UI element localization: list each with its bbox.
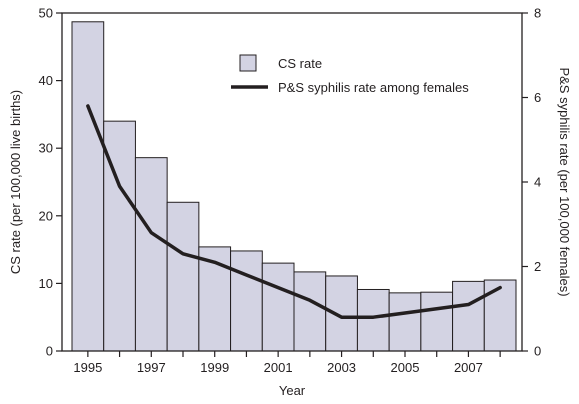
bars [71, 21, 517, 352]
right-tick-label: 2 [534, 259, 541, 274]
bar-1998 [166, 201, 200, 352]
right-tick-label: 4 [534, 175, 541, 190]
bar-2000 [230, 250, 263, 352]
left-tick-label: 0 [46, 344, 53, 359]
bar-2001 [261, 262, 295, 352]
line-series [86, 104, 502, 319]
left-tick-label: 50 [39, 6, 53, 21]
bar-2005 [388, 292, 422, 352]
x-axis-label: Year [279, 383, 306, 398]
right-tick-label: 6 [534, 90, 541, 105]
bar-2004 [356, 288, 390, 352]
bar-2007 [452, 280, 485, 352]
x-tick-label-1995: 1995 [73, 360, 102, 375]
bar-1995 [71, 21, 105, 352]
line-ps-syphilis [86, 104, 502, 319]
bar-2003 [325, 275, 358, 352]
x-tick-label-1999: 1999 [200, 360, 229, 375]
left-tick-label: 30 [39, 141, 53, 156]
y-axis-label-left: CS rate (per 100,000 live births) [8, 90, 23, 274]
x-tick-label-2001: 2001 [264, 360, 293, 375]
x-tick-label-2005: 2005 [391, 360, 420, 375]
bar-2006 [420, 291, 454, 352]
bar-2008 [483, 279, 517, 352]
legend-label-ps-rate: P&S syphilis rate among females [278, 80, 469, 95]
left-tick-label: 40 [39, 73, 53, 88]
right-tick-label: 0 [534, 344, 541, 359]
bar-1997 [134, 157, 168, 352]
right-tick-label: 8 [534, 6, 541, 21]
legend: CS rate P&S syphilis rate among females [231, 54, 469, 95]
legend-swatch-cs-rate [239, 54, 257, 72]
legend-label-cs-rate: CS rate [278, 56, 322, 71]
bar-2002 [293, 271, 327, 352]
x-tick-label-2003: 2003 [327, 360, 356, 375]
left-axis-ticks: 0 10 20 30 40 50 [39, 6, 62, 359]
left-tick-label: 20 [39, 208, 53, 223]
right-axis-ticks: 0 2 4 6 8 [522, 6, 541, 359]
x-tick-label-1997: 1997 [137, 360, 166, 375]
left-tick-label: 10 [39, 276, 53, 291]
x-axis-ticks: 1995 1997 1999 2001 2003 2005 2007 [73, 351, 501, 375]
x-tick-label-2007: 2007 [454, 360, 483, 375]
bar-1999 [198, 246, 232, 352]
y-axis-label-right: P&S syphilis rate (per 100,000 females) [557, 67, 572, 296]
